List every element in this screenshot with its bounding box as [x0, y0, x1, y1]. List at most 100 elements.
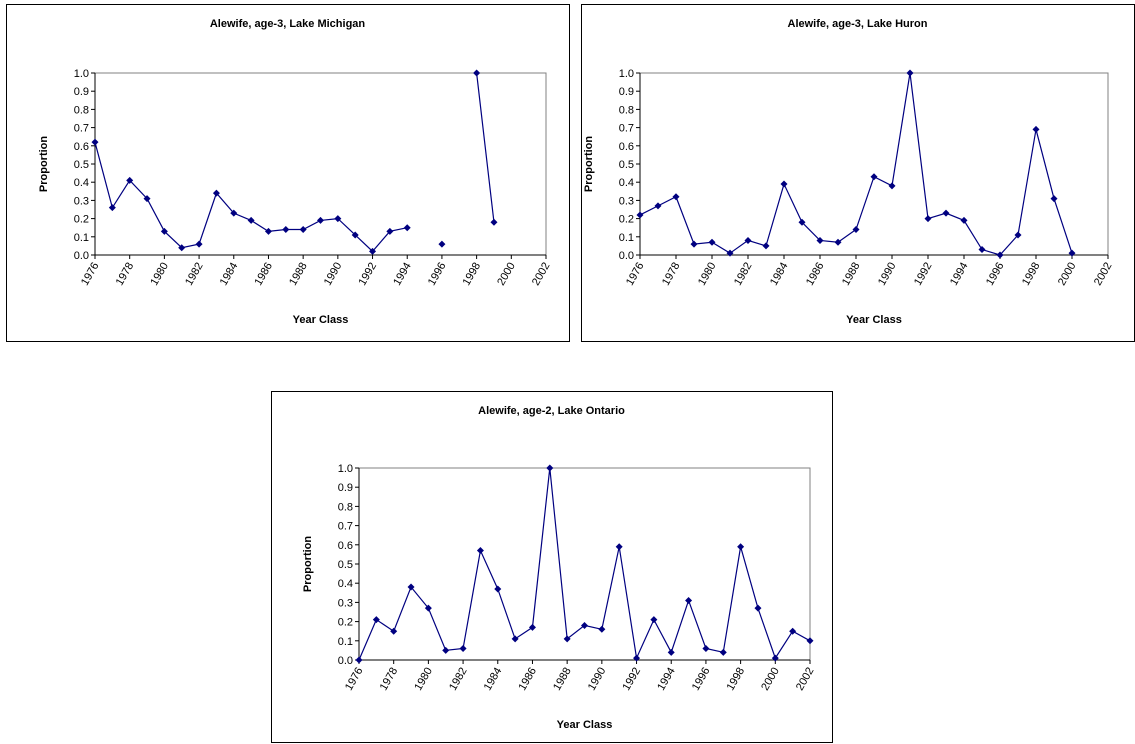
- data-point: [372, 616, 380, 624]
- y-tick-label: 0.8: [619, 104, 634, 116]
- data-point: [473, 69, 481, 77]
- y-tick-label: 0.1: [338, 636, 353, 648]
- data-point: [581, 621, 588, 629]
- y-tick-label: 0.9: [74, 86, 89, 98]
- data-point: [438, 240, 446, 248]
- y-tick-label: 0.5: [74, 159, 89, 171]
- data-point: [762, 242, 770, 250]
- data-point: [834, 238, 842, 246]
- data-point: [960, 216, 968, 224]
- chart-panel: Alewife, age-3, Lake Michigan Year Class P…: [6, 4, 570, 342]
- data-point: [942, 209, 950, 217]
- data-point: [672, 193, 680, 201]
- data-point: [160, 227, 168, 235]
- data-point: [888, 182, 896, 190]
- data-point: [494, 585, 502, 593]
- y-tick-label: 0.3: [74, 195, 89, 207]
- data-point: [490, 218, 498, 226]
- data-point: [299, 226, 307, 234]
- data-point: [264, 227, 272, 235]
- data-point: [719, 648, 727, 656]
- data-point: [546, 464, 554, 472]
- data-point: [906, 69, 914, 77]
- data-point: [667, 648, 675, 656]
- data-point: [563, 635, 571, 643]
- y-tick-label: 1.0: [338, 463, 353, 475]
- y-tick-label: 0.8: [338, 501, 353, 513]
- y-tick-label: 0.6: [74, 141, 89, 153]
- y-axis-label: Proportion: [38, 136, 50, 192]
- y-tick-label: 0.2: [74, 214, 89, 226]
- x-axis-label: Year Class: [293, 314, 349, 326]
- y-tick-label: 0.2: [338, 617, 353, 629]
- data-point: [754, 604, 762, 612]
- x-axis-label: Year Class: [846, 314, 902, 326]
- data-point: [442, 646, 450, 654]
- x-axis-label: Year Class: [557, 719, 613, 731]
- data-point: [476, 547, 484, 555]
- y-axis-label: Proportion: [302, 536, 314, 592]
- y-tick-label: 0.7: [74, 123, 89, 135]
- data-point: [996, 251, 1004, 259]
- y-tick-label: 0.0: [619, 250, 634, 262]
- y-tick-label: 1.0: [74, 68, 89, 80]
- data-point: [798, 218, 806, 226]
- data-point: [1032, 125, 1040, 133]
- data-point: [424, 604, 432, 612]
- y-tick-label: 0.6: [338, 540, 353, 552]
- data-point: [737, 543, 745, 551]
- chart-title: Alewife, age-3, Lake Huron: [788, 18, 928, 30]
- y-tick-label: 0.3: [619, 195, 634, 207]
- data-point: [178, 244, 186, 252]
- data-point: [317, 216, 324, 224]
- data-point: [528, 623, 536, 631]
- data-point: [685, 596, 693, 604]
- data-point: [789, 627, 797, 635]
- data-point: [230, 209, 238, 217]
- y-tick-label: 0.4: [619, 177, 634, 189]
- y-tick-label: 0.3: [338, 597, 353, 609]
- data-point: [924, 215, 932, 223]
- data-point: [195, 240, 203, 248]
- chart-title: Alewife, age-3, Lake Michigan: [210, 18, 366, 30]
- data-point: [386, 227, 394, 235]
- data-point: [771, 654, 779, 662]
- data-point: [1014, 231, 1022, 239]
- plot-area: [639, 72, 1109, 256]
- y-axis-label: Proportion: [583, 136, 595, 192]
- data-point: [816, 236, 824, 244]
- y-tick-label: 0.5: [619, 159, 634, 171]
- data-point: [143, 195, 151, 203]
- data-point: [351, 231, 359, 239]
- chart-title: Alewife, age-2, Lake Ontario: [478, 405, 625, 417]
- data-point: [212, 189, 220, 197]
- data-point: [108, 204, 116, 212]
- data-point: [870, 173, 878, 181]
- data-point: [744, 236, 752, 244]
- data-point: [852, 226, 860, 234]
- data-point: [598, 625, 606, 633]
- data-point: [459, 644, 467, 652]
- data-point: [403, 224, 411, 232]
- y-tick-label: 0.7: [338, 521, 353, 533]
- data-point: [91, 138, 99, 146]
- data-point: [650, 616, 658, 624]
- data-point: [355, 656, 363, 664]
- data-point: [615, 543, 623, 551]
- data-point: [702, 644, 710, 652]
- y-tick-label: 0.4: [74, 177, 89, 189]
- y-tick-label: 0.0: [338, 655, 353, 667]
- data-point: [654, 202, 662, 210]
- y-tick-label: 0.9: [338, 482, 353, 494]
- y-tick-label: 0.6: [619, 141, 634, 153]
- y-tick-label: 0.2: [619, 214, 634, 226]
- y-tick-label: 0.7: [619, 123, 634, 135]
- y-tick-label: 0.0: [74, 250, 89, 262]
- y-tick-label: 0.8: [74, 104, 89, 116]
- data-point: [806, 637, 814, 645]
- data-point: [690, 240, 698, 248]
- data-point: [1068, 249, 1076, 257]
- y-tick-label: 0.4: [338, 578, 353, 590]
- data-point: [1050, 195, 1058, 203]
